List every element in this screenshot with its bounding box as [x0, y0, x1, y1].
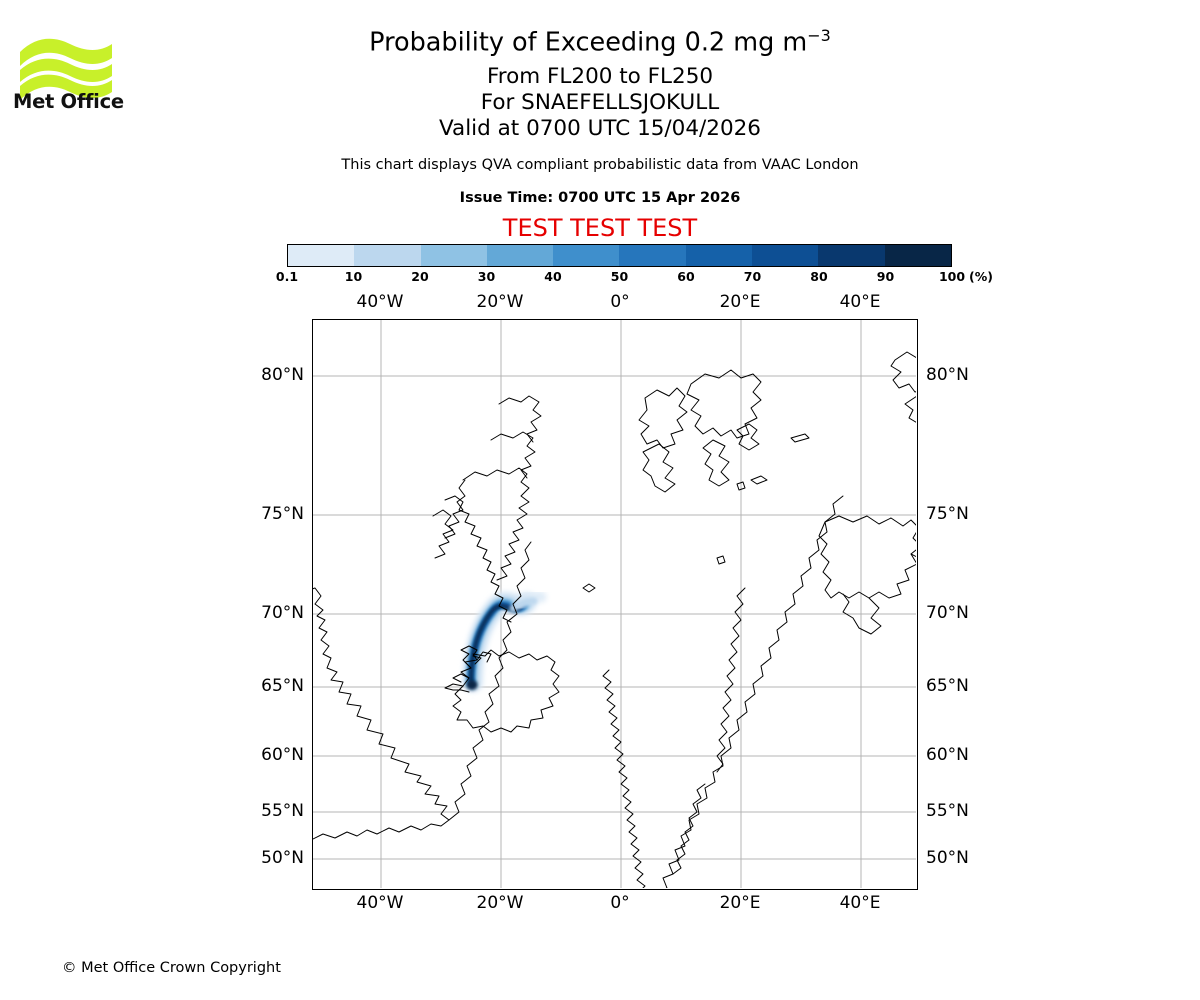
lat-tick-left-55: 55°N [261, 801, 304, 821]
lat-tick-left-75: 75°N [261, 504, 304, 524]
map-plot-area [312, 319, 918, 890]
colorbar-band-6 [685, 245, 753, 266]
colorbar-band-4 [553, 245, 620, 266]
lon-tick--20: 20°W [476, 893, 524, 913]
issue-time: Issue Time: 0700 UTC 15 Apr 2026 [459, 190, 741, 206]
longitude-labels-top: 40°W 20°W 0° 20°E 40°E [312, 292, 918, 314]
page-title-exponent: −3 [807, 26, 831, 45]
colorbar-unit-label: (%) [969, 269, 993, 284]
lat-tick-right-60: 60°N [926, 745, 969, 765]
colorbar-tick-40: 40 [544, 269, 562, 284]
colorbar-band-8 [818, 245, 885, 266]
lat-tick-right-75: 75°N [926, 504, 969, 524]
colorbar-tick-90: 90 [876, 269, 895, 284]
lat-tick-right-80: 80°N [926, 365, 969, 385]
page-title-text: Probability of Exceeding 0.2 mg m [369, 27, 808, 58]
lon-tick-20: 20°E [719, 292, 761, 312]
lat-tick-right-70: 70°N [926, 603, 969, 623]
lat-tick-left-80: 80°N [261, 365, 304, 385]
latitude-labels-left: 80°N 75°N 70°N 65°N 60°N 55°N 50°N [240, 319, 304, 890]
lat-tick-left-70: 70°N [261, 603, 304, 623]
colorbar-tick-60: 60 [677, 269, 695, 284]
colorbar-tick-100: 100 [938, 269, 966, 284]
colorbar-band-0 [288, 245, 355, 266]
colorbar-tick-20: 20 [411, 269, 429, 284]
map-gridlines [313, 320, 916, 888]
ash-plume [463, 591, 547, 692]
lat-tick-left-50: 50°N [261, 848, 304, 868]
lon-tick-0: 0° [610, 893, 630, 913]
met-office-logo [12, 22, 122, 117]
flight-level-line: From FL200 to FL250 [486, 64, 714, 89]
colorbar-band-2 [420, 245, 487, 266]
colorbar-tick-30: 30 [477, 269, 496, 284]
colorbar-band-5 [619, 245, 686, 266]
colorbar-ticks: 0.1 10 20 30 40 50 60 70 80 90 100 [276, 269, 965, 285]
lat-tick-left-65: 65°N [261, 676, 304, 696]
colorbar-band-7 [752, 245, 819, 266]
colorbar-tick-0.1: 0.1 [275, 269, 299, 284]
colorbar-tick-10: 10 [344, 269, 363, 284]
page-title: Probability of Exceeding 0.2 mg m−3 [0, 27, 1200, 57]
lon-tick--20: 20°W [476, 292, 524, 312]
lon-tick--40: 40°W [356, 292, 404, 312]
colorbar-bands [287, 244, 952, 267]
copyright-footer: © Met Office Crown Copyright [62, 960, 281, 976]
lon-tick-20: 20°E [719, 893, 761, 913]
qva-note: This chart displays QVA compliant probab… [341, 157, 859, 173]
lat-tick-right-50: 50°N [926, 848, 969, 868]
lat-tick-right-65: 65°N [926, 676, 969, 696]
lon-tick-40: 40°E [839, 893, 881, 913]
colorbar-band-3 [486, 245, 554, 266]
lat-tick-left-60: 60°N [261, 745, 304, 765]
colorbar-band-1 [354, 245, 421, 266]
lon-tick-0: 0° [610, 292, 630, 312]
coastlines [313, 351, 916, 888]
volcano-line: For SNAEFELLSJOKULL [480, 90, 720, 115]
test-banner: TEST TEST TEST [502, 214, 698, 242]
lon-tick--40: 40°W [356, 893, 404, 913]
longitude-labels-bottom: 40°W 20°W 0° 20°E 40°E [312, 893, 918, 917]
colorbar-tick-70: 70 [743, 269, 762, 284]
valid-time-line: Valid at 0700 UTC 15/04/2026 [438, 116, 761, 141]
colorbar [287, 244, 952, 267]
colorbar-tick-80: 80 [810, 269, 828, 284]
latitude-labels-right: 80°N 75°N 70°N 65°N 60°N 55°N 50°N [926, 319, 996, 890]
lon-tick-40: 40°E [839, 292, 881, 312]
colorbar-tick-50: 50 [610, 269, 629, 284]
colorbar-band-9 [884, 245, 951, 266]
lat-tick-right-55: 55°N [926, 801, 969, 821]
met-office-wordmark: Met Office [13, 90, 124, 113]
